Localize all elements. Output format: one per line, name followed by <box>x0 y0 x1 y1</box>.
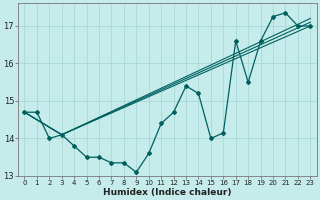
X-axis label: Humidex (Indice chaleur): Humidex (Indice chaleur) <box>103 188 232 197</box>
